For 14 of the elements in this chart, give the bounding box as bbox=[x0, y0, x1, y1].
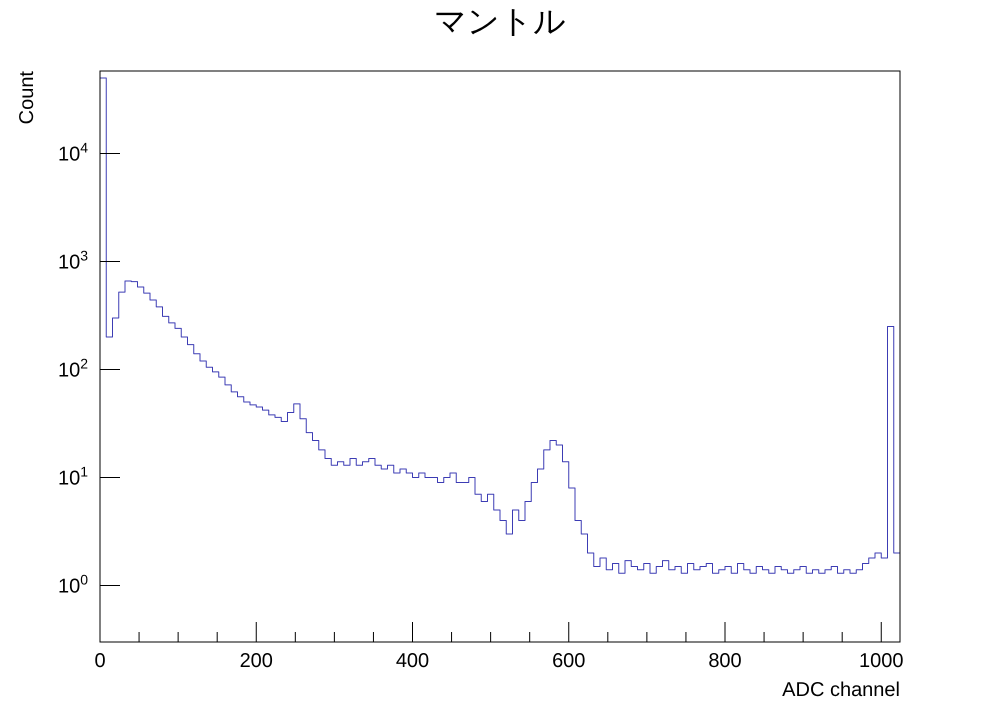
y-tick-label: 10$^{1}$ bbox=[58, 464, 88, 490]
x-tick-label: 1000 bbox=[859, 650, 904, 672]
x-tick-label: 600 bbox=[552, 650, 586, 672]
x-tick-label: 800 bbox=[708, 650, 742, 672]
y-tick-label: 10$^{3}$ bbox=[58, 247, 88, 274]
y-tick-label: 10$^{2}$ bbox=[58, 355, 88, 382]
x-axis-title: ADC channel bbox=[782, 679, 900, 701]
chart-title: マントル bbox=[434, 3, 566, 39]
x-tick-label: 200 bbox=[240, 650, 273, 672]
x-tick-label: 400 bbox=[396, 650, 430, 672]
y-tick-label: 10$^{0}$ bbox=[58, 572, 88, 598]
x-tick-label: 0 bbox=[94, 650, 106, 672]
y-tick-label: 10$^{4}$ bbox=[58, 139, 88, 166]
y-axis-title: Count bbox=[16, 70, 38, 124]
